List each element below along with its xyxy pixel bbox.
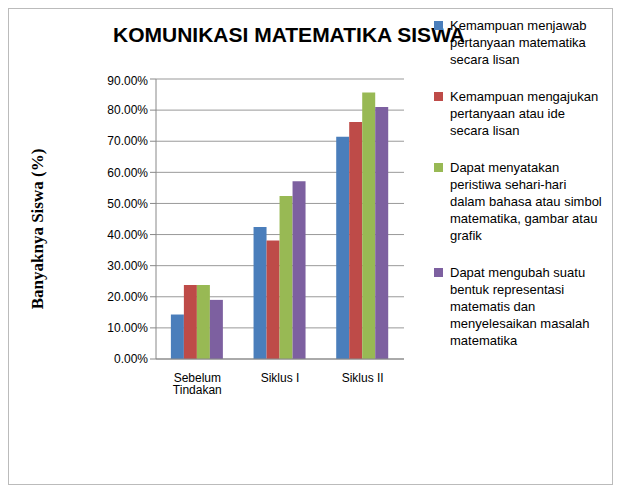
svg-text:10.00%: 10.00% (107, 321, 148, 335)
svg-text:Siklus I: Siklus I (261, 371, 300, 385)
svg-text:Banyaknya Siswa (%): Banyaknya Siswa (%) (28, 149, 47, 310)
html-text:Dapat mengubah suatu bentuk re: Dapat mengubah suatu bentuk representasi… (450, 265, 590, 348)
html-text:Kemampuan mengajukan pertanyaa: Kemampuan mengajukan pertanyaan atau ide… (450, 89, 599, 138)
svg-text:90.00%: 90.00% (107, 74, 148, 88)
svg-text:50.00%: 50.00% (107, 197, 148, 211)
html-text:KOMUNIKASI MATEMATIKA SISWA: KOMUNIKASI MATEMATIKA SISWA (113, 23, 465, 46)
svg-text:70.00%: 70.00% (107, 134, 148, 148)
svg-text:80.00%: 80.00% (107, 103, 148, 117)
svg-text:20.00%: 20.00% (107, 290, 148, 304)
svg-text:60.00%: 60.00% (107, 166, 148, 180)
svg-text:Siklus II: Siklus II (342, 371, 384, 385)
svg-text:30.00%: 30.00% (107, 259, 148, 273)
html-text:Kemampuan menjawab pertanyaan: Kemampuan menjawab pertanyaan matematika… (450, 18, 587, 67)
html-text:Dapat menyatakan peristiwa seh: Dapat menyatakan peristiwa sehari-hari d… (450, 160, 602, 243)
svg-text:0.00%: 0.00% (114, 352, 148, 366)
svg-text:40.00%: 40.00% (107, 228, 148, 242)
svg-text:SebelumTindakan: SebelumTindakan (173, 371, 222, 397)
